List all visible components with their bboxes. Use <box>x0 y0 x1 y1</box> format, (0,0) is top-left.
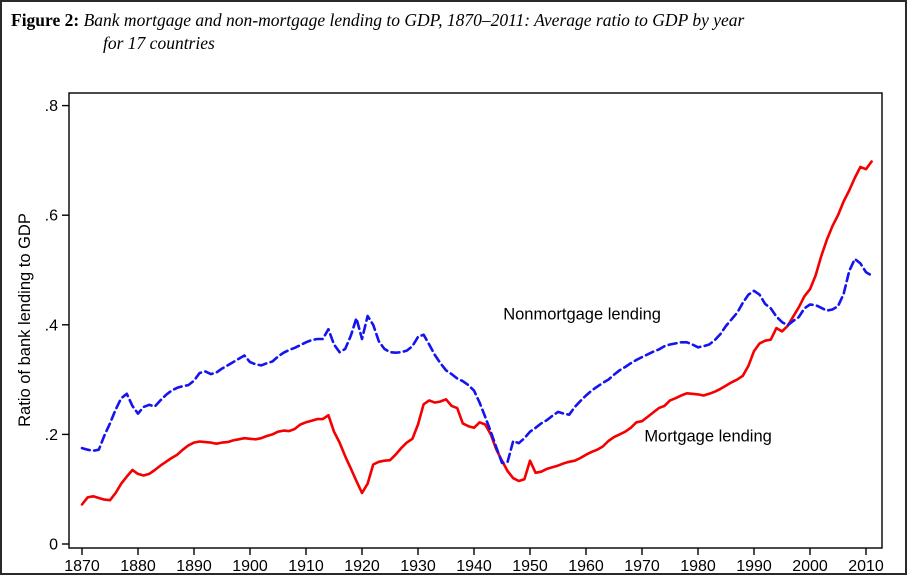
figure-number-label: Figure 2: <box>11 10 80 30</box>
axis-ticks: 0 .2 .4 .6 .8 1870 1880 1890 1900 1910 1920 1930 194… <box>45 98 884 575</box>
y-tick-label: .6 <box>45 208 58 225</box>
x-tick-label: 1880 <box>120 558 156 575</box>
x-tick-label: 1930 <box>400 558 436 575</box>
figure-title-line2: for 17 countries <box>103 33 215 54</box>
data-series <box>80 160 873 506</box>
nonmortgage-lending-label: Nonmortgage lending <box>503 305 661 323</box>
x-tick-label: 1870 <box>64 558 100 575</box>
x-tick-label: 1980 <box>680 558 716 575</box>
figure-title-line1: Bank mortgage and non-mortgage lending t… <box>83 10 745 30</box>
x-tick-label: 1970 <box>624 558 660 575</box>
y-axis-title: Ratio of bank lending to GDP <box>16 213 34 427</box>
mortgage-lending-label: Mortgage lending <box>644 428 772 446</box>
x-tick-label: 2000 <box>792 558 828 575</box>
y-tick-label: .2 <box>45 427 58 444</box>
x-tick-label: 1960 <box>568 558 604 575</box>
y-tick-label: .8 <box>45 98 58 115</box>
y-tick-label: .4 <box>45 317 58 334</box>
nonmortgage-lending-line <box>80 257 873 465</box>
y-tick-label: 0 <box>49 537 58 554</box>
x-tick-label: 1900 <box>232 558 268 575</box>
x-tick-label: 1920 <box>344 558 380 575</box>
x-tick-label: 1940 <box>456 558 492 575</box>
plot-box <box>68 92 883 549</box>
x-tick-label: 1950 <box>512 558 548 575</box>
mortgage-lending-line <box>80 160 873 506</box>
x-tick-label: 2010 <box>848 558 884 575</box>
x-tick-label: 1990 <box>736 558 772 575</box>
figure-title: Figure 2: Bank mortgage and non-mortgage… <box>11 9 899 55</box>
x-tick-label: 1910 <box>288 558 324 575</box>
x-tick-label: 1890 <box>176 558 212 575</box>
series-labels: Nonmortgage lending Mortgage lending <box>503 305 772 445</box>
